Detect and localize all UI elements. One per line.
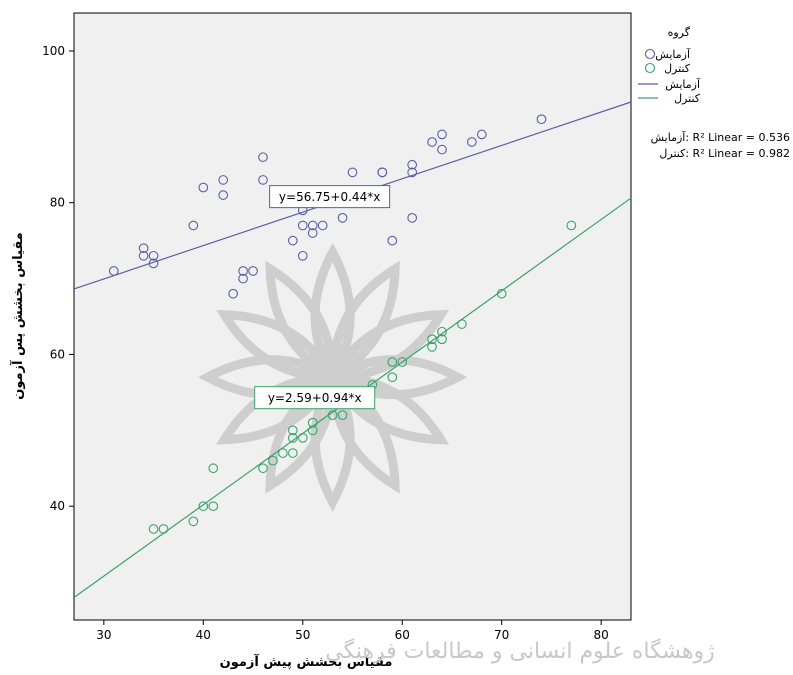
- data-point: [188, 220, 199, 231]
- data-point: [307, 425, 318, 436]
- legend-label: کنترل: [664, 62, 691, 75]
- r2-legend-entry: آزمایش: R² Linear = 0.536: [651, 130, 790, 144]
- data-point: [108, 266, 119, 276]
- data-point: [238, 273, 248, 284]
- y-tick-label: 40: [50, 499, 65, 513]
- data-point: [138, 243, 149, 254]
- data-point: [297, 250, 308, 261]
- fit-label-box: [269, 185, 391, 209]
- data-point: [287, 448, 298, 458]
- data-point: [407, 167, 418, 178]
- data-point: [268, 455, 278, 466]
- data-points: [108, 114, 577, 534]
- watermark-text: ژوهشگاه علوم انسانی و مطالعات فرهنگی: [325, 638, 715, 664]
- data-point: [427, 334, 437, 345]
- data-point: [287, 433, 298, 443]
- data-point: [427, 342, 437, 352]
- data-point: [138, 250, 149, 261]
- data-point: [208, 501, 219, 512]
- data-point: [437, 129, 447, 140]
- legend-label: آزمایش: [665, 77, 701, 91]
- data-point: [287, 425, 298, 436]
- data-point: [457, 319, 467, 329]
- x-tick-label: 40: [196, 628, 211, 642]
- legend-label: کنترل: [674, 92, 701, 105]
- data-point: [148, 250, 159, 261]
- data-point: [437, 326, 447, 337]
- data-point: [327, 410, 338, 420]
- data-point: [387, 357, 398, 367]
- data-point: [387, 235, 398, 246]
- y-tick-label: 100: [42, 44, 65, 58]
- y-axis: 40 60 80 100: [42, 44, 74, 513]
- data-point: [397, 357, 408, 367]
- data-point: [407, 159, 418, 170]
- data-point: [307, 228, 318, 238]
- x-axis-title: مقیاس بخشش پیش آزمون: [220, 653, 393, 670]
- data-point: [228, 288, 238, 299]
- data-point: [287, 235, 298, 246]
- watermark-petal: [324, 309, 450, 382]
- data-point: [407, 213, 418, 223]
- data-point: [467, 137, 477, 147]
- x-tick-label: 70: [494, 628, 509, 642]
- data-point: [158, 524, 169, 534]
- data-point: [536, 114, 547, 125]
- x-tick-label: 60: [395, 628, 410, 642]
- legend-label: آزمایش: [655, 47, 691, 61]
- data-point: [437, 144, 447, 155]
- watermark-petal: [310, 368, 355, 512]
- legend-title: گروه: [668, 26, 691, 39]
- x-tick-label: 50: [295, 628, 310, 642]
- data-point: [248, 266, 258, 276]
- data-point: [307, 220, 318, 231]
- data-point: [218, 175, 229, 185]
- fit-label: y=2.59+0.94*x: [268, 391, 362, 405]
- data-point: [337, 213, 348, 223]
- data-point: [347, 167, 358, 178]
- data-point: [297, 433, 308, 443]
- fit-label: y=56.75+0.44*x: [279, 190, 380, 204]
- fit-label-box: [254, 386, 376, 410]
- fit-labels: y=56.75+0.44*x y=2.59+0.94*x: [254, 185, 391, 410]
- data-point: [437, 334, 447, 345]
- data-point: [278, 448, 288, 458]
- data-point: [198, 182, 209, 193]
- y-tick-label: 80: [50, 196, 65, 210]
- data-point: [218, 190, 229, 200]
- y-axis-title: مقیاس بخشش پس آزمون: [9, 232, 26, 399]
- y-tick-label: 60: [50, 347, 65, 361]
- data-point: [427, 137, 437, 147]
- data-point: [148, 524, 159, 534]
- data-point: [317, 220, 328, 231]
- x-axis: 30 40 50 60 70 80: [96, 620, 609, 642]
- data-point: [198, 501, 209, 512]
- x-tick-label: 80: [594, 628, 609, 642]
- watermark-petal: [265, 260, 338, 385]
- data-point: [208, 463, 219, 474]
- r2-legend-entry: کنترل: R² Linear = 0.982: [659, 147, 790, 160]
- data-point: [238, 266, 248, 276]
- data-point: [387, 372, 398, 383]
- data-point: [307, 417, 318, 428]
- watermark-petal: [216, 309, 341, 382]
- data-point: [258, 463, 268, 474]
- data-point: [566, 220, 577, 231]
- legend-marker: [644, 48, 656, 60]
- data-point: [297, 220, 308, 231]
- data-point: [258, 175, 268, 185]
- watermark-petal: [328, 260, 400, 385]
- legend-marker: [644, 62, 656, 74]
- data-point: [258, 152, 268, 163]
- data-point: [476, 129, 487, 140]
- data-point: [188, 516, 199, 527]
- x-tick-label: 30: [96, 628, 111, 642]
- data-point: [496, 288, 507, 299]
- data-point: [148, 258, 159, 269]
- data-point: [377, 167, 388, 178]
- watermark-petal: [310, 242, 355, 387]
- data-point: [337, 410, 348, 420]
